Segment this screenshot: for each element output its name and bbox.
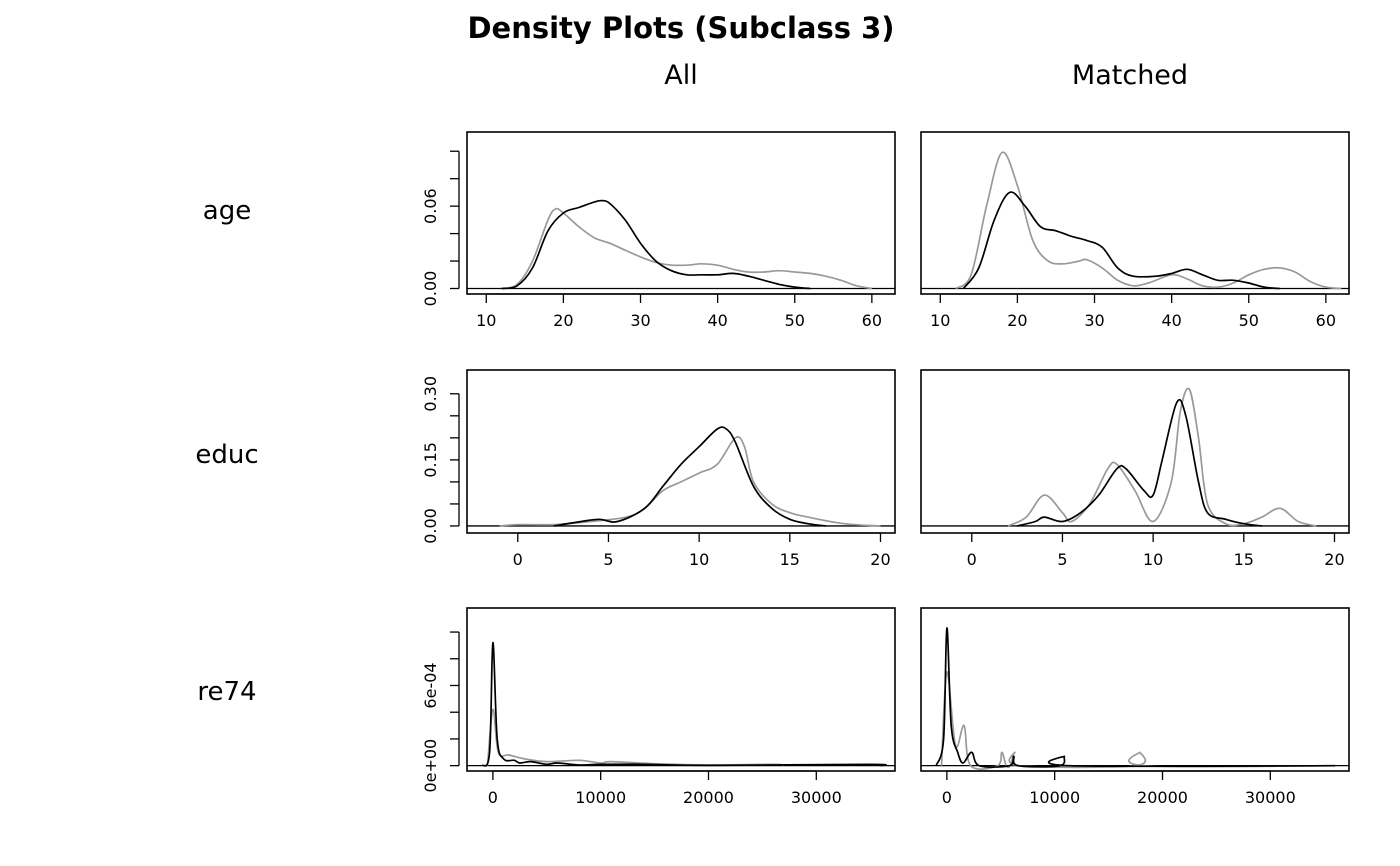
treated-density-curve (553, 426, 827, 527)
x-tick-label: 40 (707, 311, 727, 330)
panel-educ-matched: 0 5 10 15 20 (920, 369, 1350, 569)
plot-frame (920, 607, 1350, 772)
x-tick-label: 30000 (791, 788, 842, 807)
y-tick-label: 0.15 (421, 442, 440, 478)
x-tick-label: 60 (862, 311, 882, 330)
x-tick-label: 20 (1324, 550, 1344, 569)
x-tick-label: 10000 (1029, 788, 1080, 807)
x-tick-label: 10 (930, 311, 950, 330)
x-tick-label: 20 (553, 311, 573, 330)
control-density-curve (486, 708, 785, 767)
x-tick-label: 20000 (1137, 788, 1188, 807)
y-tick-label: 0.00 (421, 271, 440, 307)
panel-age-all: 10 20 30 40 50 60 0.00 0.06 (421, 131, 896, 330)
y-tick-label: 0.30 (421, 376, 440, 412)
x-tick-label: 30 (630, 311, 650, 330)
x-tick-label: 40 (1161, 311, 1181, 330)
panel-re74-matched: 0 10000 20000 30000 (920, 607, 1350, 807)
control-density-curve (940, 671, 1336, 771)
control-density-curve (1007, 387, 1317, 527)
treated-density-curve (935, 627, 1336, 768)
x-tick-label: 0 (488, 788, 498, 807)
control-density-curve (955, 151, 1342, 290)
plot-frame (466, 369, 896, 534)
x-tick-label: 50 (1239, 311, 1259, 330)
y-tick-label: 6e-04 (421, 662, 440, 708)
control-density-curve (499, 436, 881, 527)
x-tick-label: 15 (1234, 550, 1254, 569)
chart-title: Density Plots (Subclass 3) (467, 11, 894, 45)
plot-frame (920, 369, 1350, 534)
x-tick-label: 20000 (683, 788, 734, 807)
panel-re74-all: 0 10000 20000 30000 0e+00 6e-04 (421, 607, 896, 807)
x-tick-label: 50 (785, 311, 805, 330)
x-tick-label: 5 (1057, 550, 1067, 569)
x-tick-label: 30000 (1245, 788, 1296, 807)
row-label-age: age (203, 196, 251, 226)
treated-density-curve (481, 641, 887, 767)
column-title-matched: Matched (1072, 60, 1188, 91)
treated-density-curve (962, 191, 1280, 290)
x-tick-label: 0 (942, 788, 952, 807)
treated-density-curve (1016, 398, 1263, 527)
y-tick-label: 0.00 (421, 508, 440, 544)
x-tick-label: 5 (603, 550, 613, 569)
treated-density-curve (501, 199, 811, 290)
x-tick-label: 10 (476, 311, 496, 330)
x-tick-label: 0 (967, 550, 977, 569)
x-tick-label: 20 (870, 550, 890, 569)
panel-age-matched: 10 20 30 40 50 60 (920, 131, 1350, 330)
row-label-re74: re74 (197, 677, 256, 707)
x-tick-label: 60 (1316, 311, 1336, 330)
plot-frame (466, 607, 896, 772)
x-tick-label: 30 (1084, 311, 1104, 330)
x-tick-label: 10 (689, 550, 709, 569)
control-density-curve (501, 207, 873, 290)
column-title-all: All (664, 60, 697, 91)
x-tick-label: 10000 (575, 788, 626, 807)
x-tick-label: 0 (513, 550, 523, 569)
row-label-educ: educ (195, 440, 258, 470)
y-tick-label: 0e+00 (421, 739, 440, 793)
panel-educ-all: 0 5 10 15 20 0.00 0.15 0.30 (421, 369, 896, 569)
y-tick-label: 0.06 (421, 188, 440, 224)
x-tick-label: 15 (780, 550, 800, 569)
x-tick-label: 10 (1143, 550, 1163, 569)
x-tick-label: 20 (1007, 311, 1027, 330)
